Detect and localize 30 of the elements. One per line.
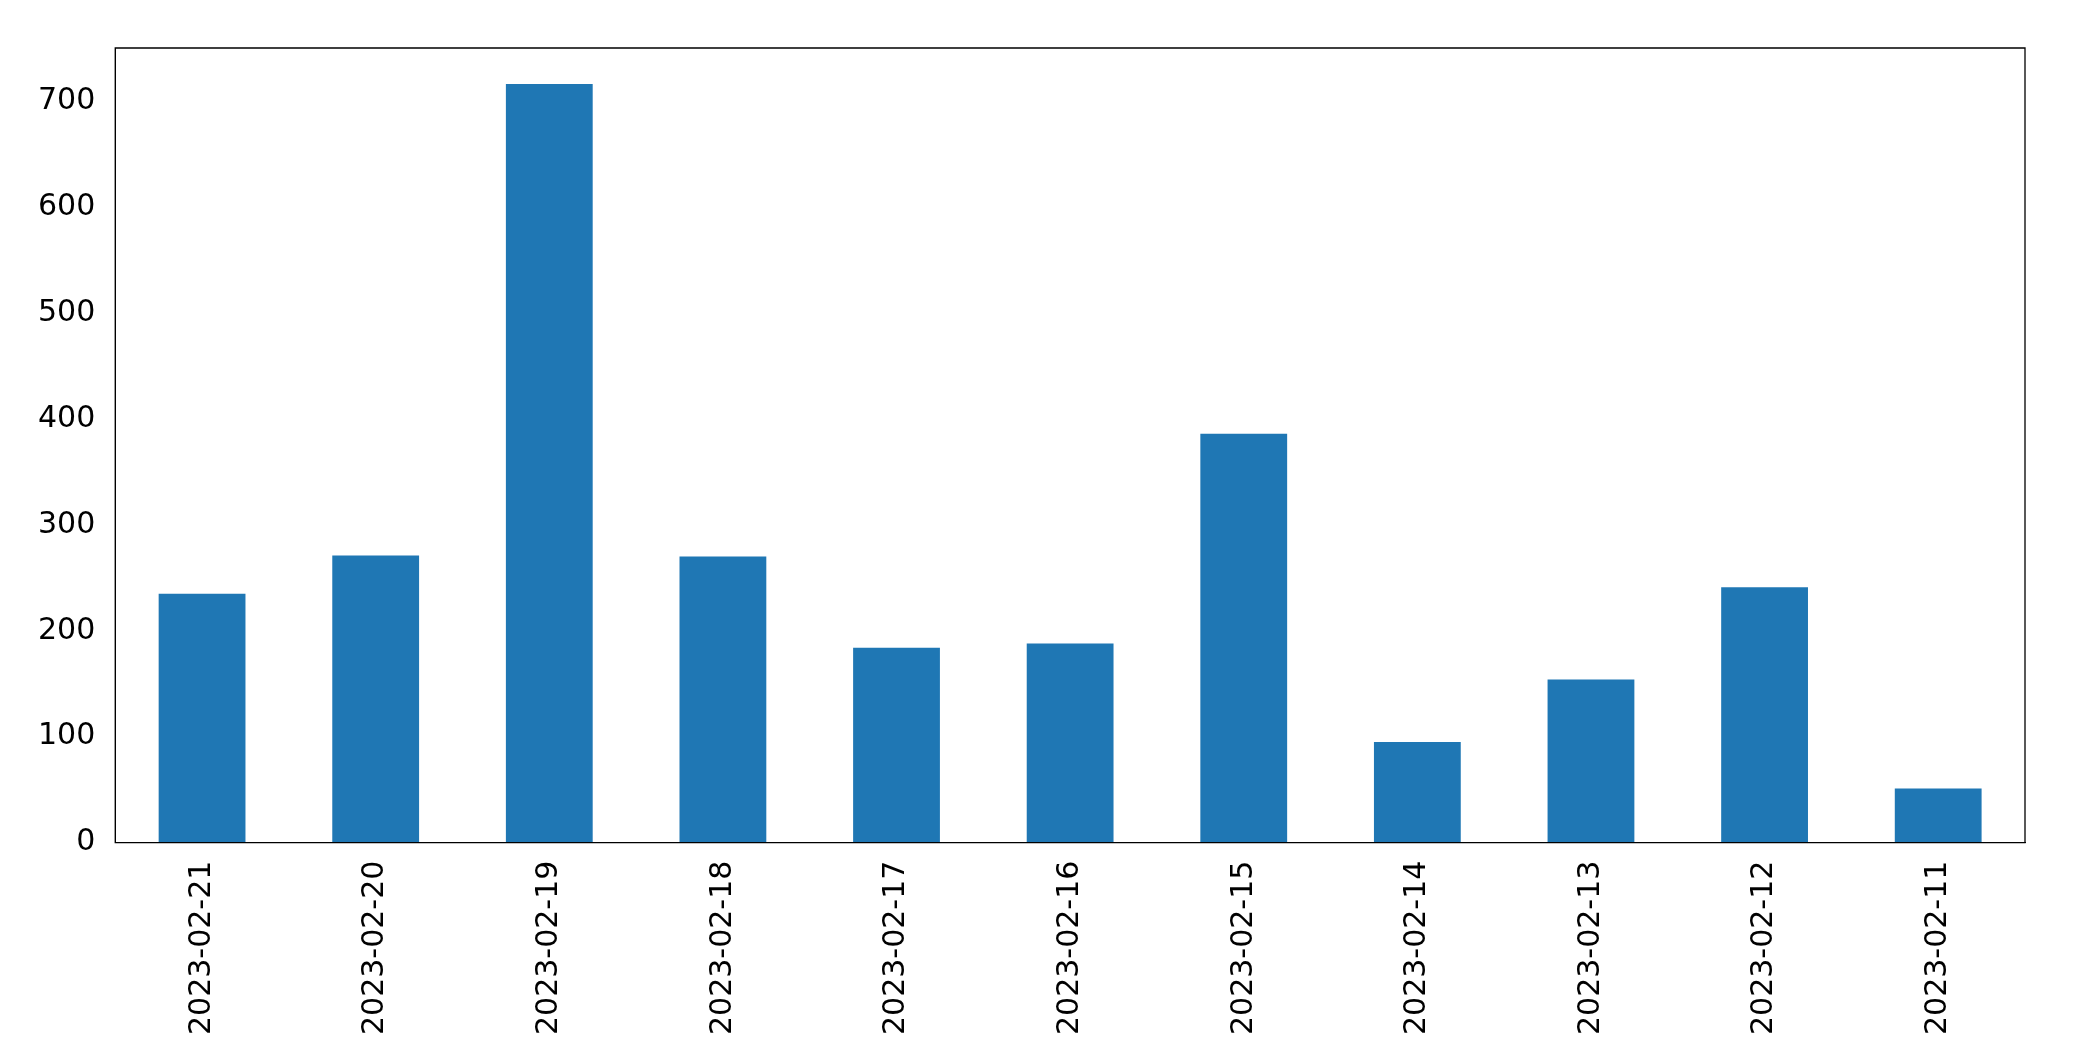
- y-tick-label: 700: [38, 80, 96, 116]
- x-tick-label: 2023-02-12: [1744, 860, 1780, 1036]
- y-tick-label: 400: [38, 398, 96, 434]
- x-tick-label: 2023-02-21: [181, 860, 217, 1036]
- bar: [679, 556, 767, 843]
- bar: [1026, 643, 1114, 843]
- bar: [332, 555, 420, 843]
- bar: [1894, 788, 1982, 843]
- bar: [1373, 742, 1461, 843]
- y-tick-label: 200: [38, 610, 96, 646]
- y-tick-label: 300: [38, 504, 96, 540]
- x-tick-label: 2023-02-15: [1223, 860, 1259, 1036]
- x-tick-label: 2023-02-16: [1049, 860, 1085, 1036]
- y-tick-label: 0: [76, 822, 96, 858]
- y-tick-label: 600: [38, 186, 96, 222]
- x-tick-label: 2023-02-20: [355, 860, 391, 1036]
- x-tick-label: 2023-02-18: [702, 860, 738, 1036]
- bar: [1200, 433, 1288, 843]
- bar: [853, 647, 940, 843]
- x-tick-label: 2023-02-17: [876, 860, 912, 1036]
- x-tick-label: 2023-02-11: [1917, 860, 1953, 1036]
- y-tick-label: 500: [38, 292, 96, 328]
- bar: [505, 84, 593, 843]
- x-tick-label: 2023-02-13: [1570, 860, 1606, 1036]
- x-tick-label: 2023-02-19: [529, 860, 565, 1036]
- bar: [1547, 679, 1635, 843]
- y-tick-label: 100: [38, 716, 96, 752]
- bar: [1721, 587, 1808, 843]
- x-tick-label: 2023-02-14: [1397, 860, 1433, 1036]
- bar: [158, 593, 246, 843]
